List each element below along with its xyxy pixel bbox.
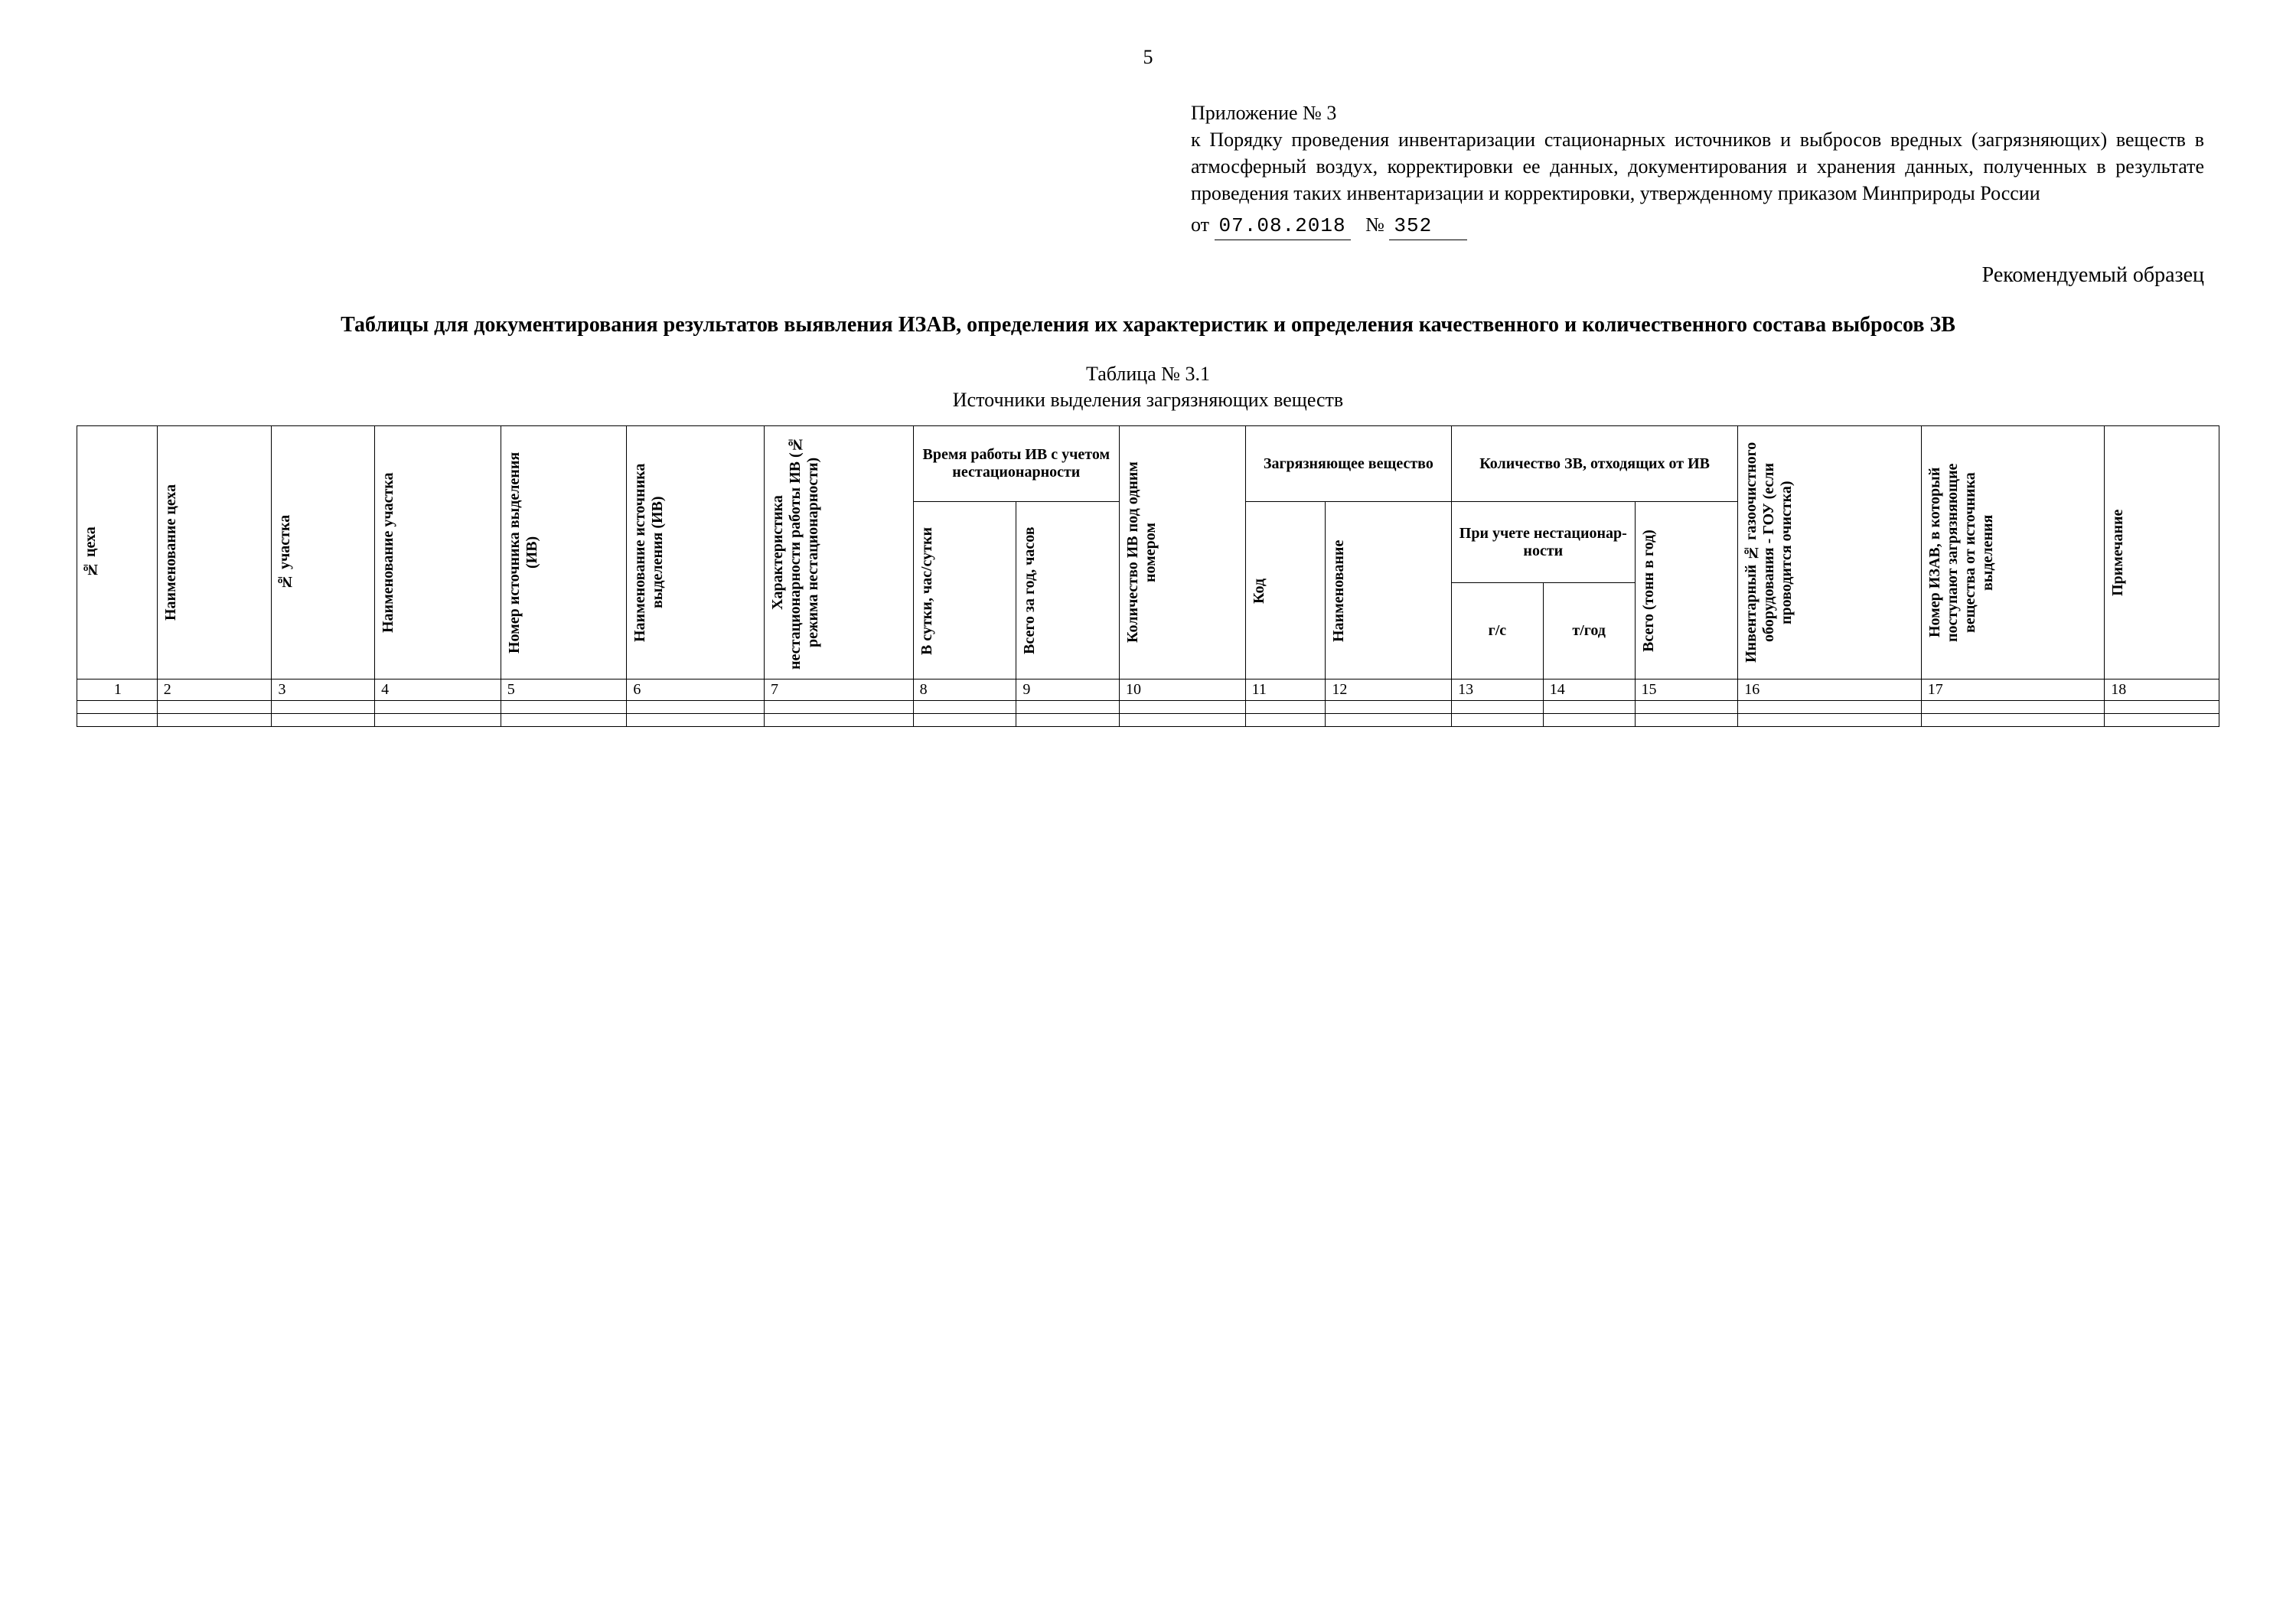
appendix-title: Приложение № 3 <box>1191 99 2204 126</box>
num-17: 17 <box>1921 680 2104 701</box>
col-11-header: Код <box>1245 502 1326 680</box>
col-nest-group: При учете нестационар­ности <box>1452 502 1635 583</box>
appendix-body: к Порядку проведения инвентаризации стац… <box>1191 126 2204 207</box>
num-1: 1 <box>77 680 158 701</box>
num-5: 5 <box>501 680 627 701</box>
table-row <box>77 701 2219 714</box>
col-4-header: Наименование участка <box>375 426 501 680</box>
column-number-row: 1 2 3 4 5 6 7 8 9 10 11 12 13 14 15 16 1… <box>77 680 2219 701</box>
num-16: 16 <box>1738 680 1921 701</box>
col-16-header: Инвентарный № газоочистного оборудования… <box>1738 426 1921 680</box>
appendix-date-line: от 07.08.2018 № 352 <box>1191 211 2204 240</box>
col-qty-group: Количество ЗВ, отходящих от ИВ <box>1452 426 1738 502</box>
num-2: 2 <box>157 680 272 701</box>
num-8: 8 <box>913 680 1016 701</box>
num-15: 15 <box>1635 680 1738 701</box>
page-number: 5 <box>77 46 2219 69</box>
recommended-sample: Рекомендуемый образец <box>77 263 2204 288</box>
col-2-header: Наименование цеха <box>157 426 272 680</box>
table-row <box>77 714 2219 727</box>
col-17-header: Номер ИЗАВ, в который поступают загрязня… <box>1921 426 2104 680</box>
main-title: Таблицы для документирования результатов… <box>122 311 2174 340</box>
col-time-group: Время работы ИВ с учетом нестационар­нос… <box>913 426 1119 502</box>
col-9-header: Всего за год, часов <box>1016 502 1120 680</box>
col-6-header: Наименование источника выделения (ИВ) <box>627 426 765 680</box>
col-pollutant-group: Загрязняю­щее вещество <box>1245 426 1451 502</box>
col-18-header: Примечание <box>2105 426 2219 680</box>
col-13-header: г/с <box>1452 583 1544 680</box>
num-3: 3 <box>272 680 375 701</box>
num-4: 4 <box>375 680 501 701</box>
number-value: 352 <box>1389 213 1467 240</box>
num-10: 10 <box>1120 680 1246 701</box>
num-13: 13 <box>1452 680 1544 701</box>
col-15-header: Всего (тонн в год) <box>1635 502 1738 680</box>
num-11: 11 <box>1245 680 1326 701</box>
num-9: 9 <box>1016 680 1120 701</box>
col-10-header: Количество ИВ под одним номером <box>1120 426 1246 680</box>
num-18: 18 <box>2105 680 2219 701</box>
num-6: 6 <box>627 680 765 701</box>
col-14-header: т/год <box>1543 583 1635 680</box>
col-1-header: № цеха <box>77 426 158 680</box>
number-prefix: № <box>1365 213 1384 236</box>
col-7-header: Характеристика нестационарности работы И… <box>765 426 914 680</box>
num-7: 7 <box>765 680 914 701</box>
date-value: 07.08.2018 <box>1215 213 1351 240</box>
num-14: 14 <box>1543 680 1635 701</box>
main-table: № цеха Наименование цеха № участка Наиме… <box>77 425 2219 727</box>
col-3-header: № участка <box>272 426 375 680</box>
col-12-header: Наименование <box>1326 502 1452 680</box>
date-prefix: от <box>1191 213 1209 236</box>
num-12: 12 <box>1326 680 1452 701</box>
appendix-block: Приложение № 3 к Порядку проведения инве… <box>1191 99 2204 240</box>
col-8-header: В сутки, час/сутки <box>913 502 1016 680</box>
col-5-header: Номер источника выделения (ИВ) <box>501 426 627 680</box>
table-label: Таблица № 3.1 <box>77 363 2219 386</box>
table-caption: Источники выделения загрязняющих веществ <box>77 389 2219 412</box>
